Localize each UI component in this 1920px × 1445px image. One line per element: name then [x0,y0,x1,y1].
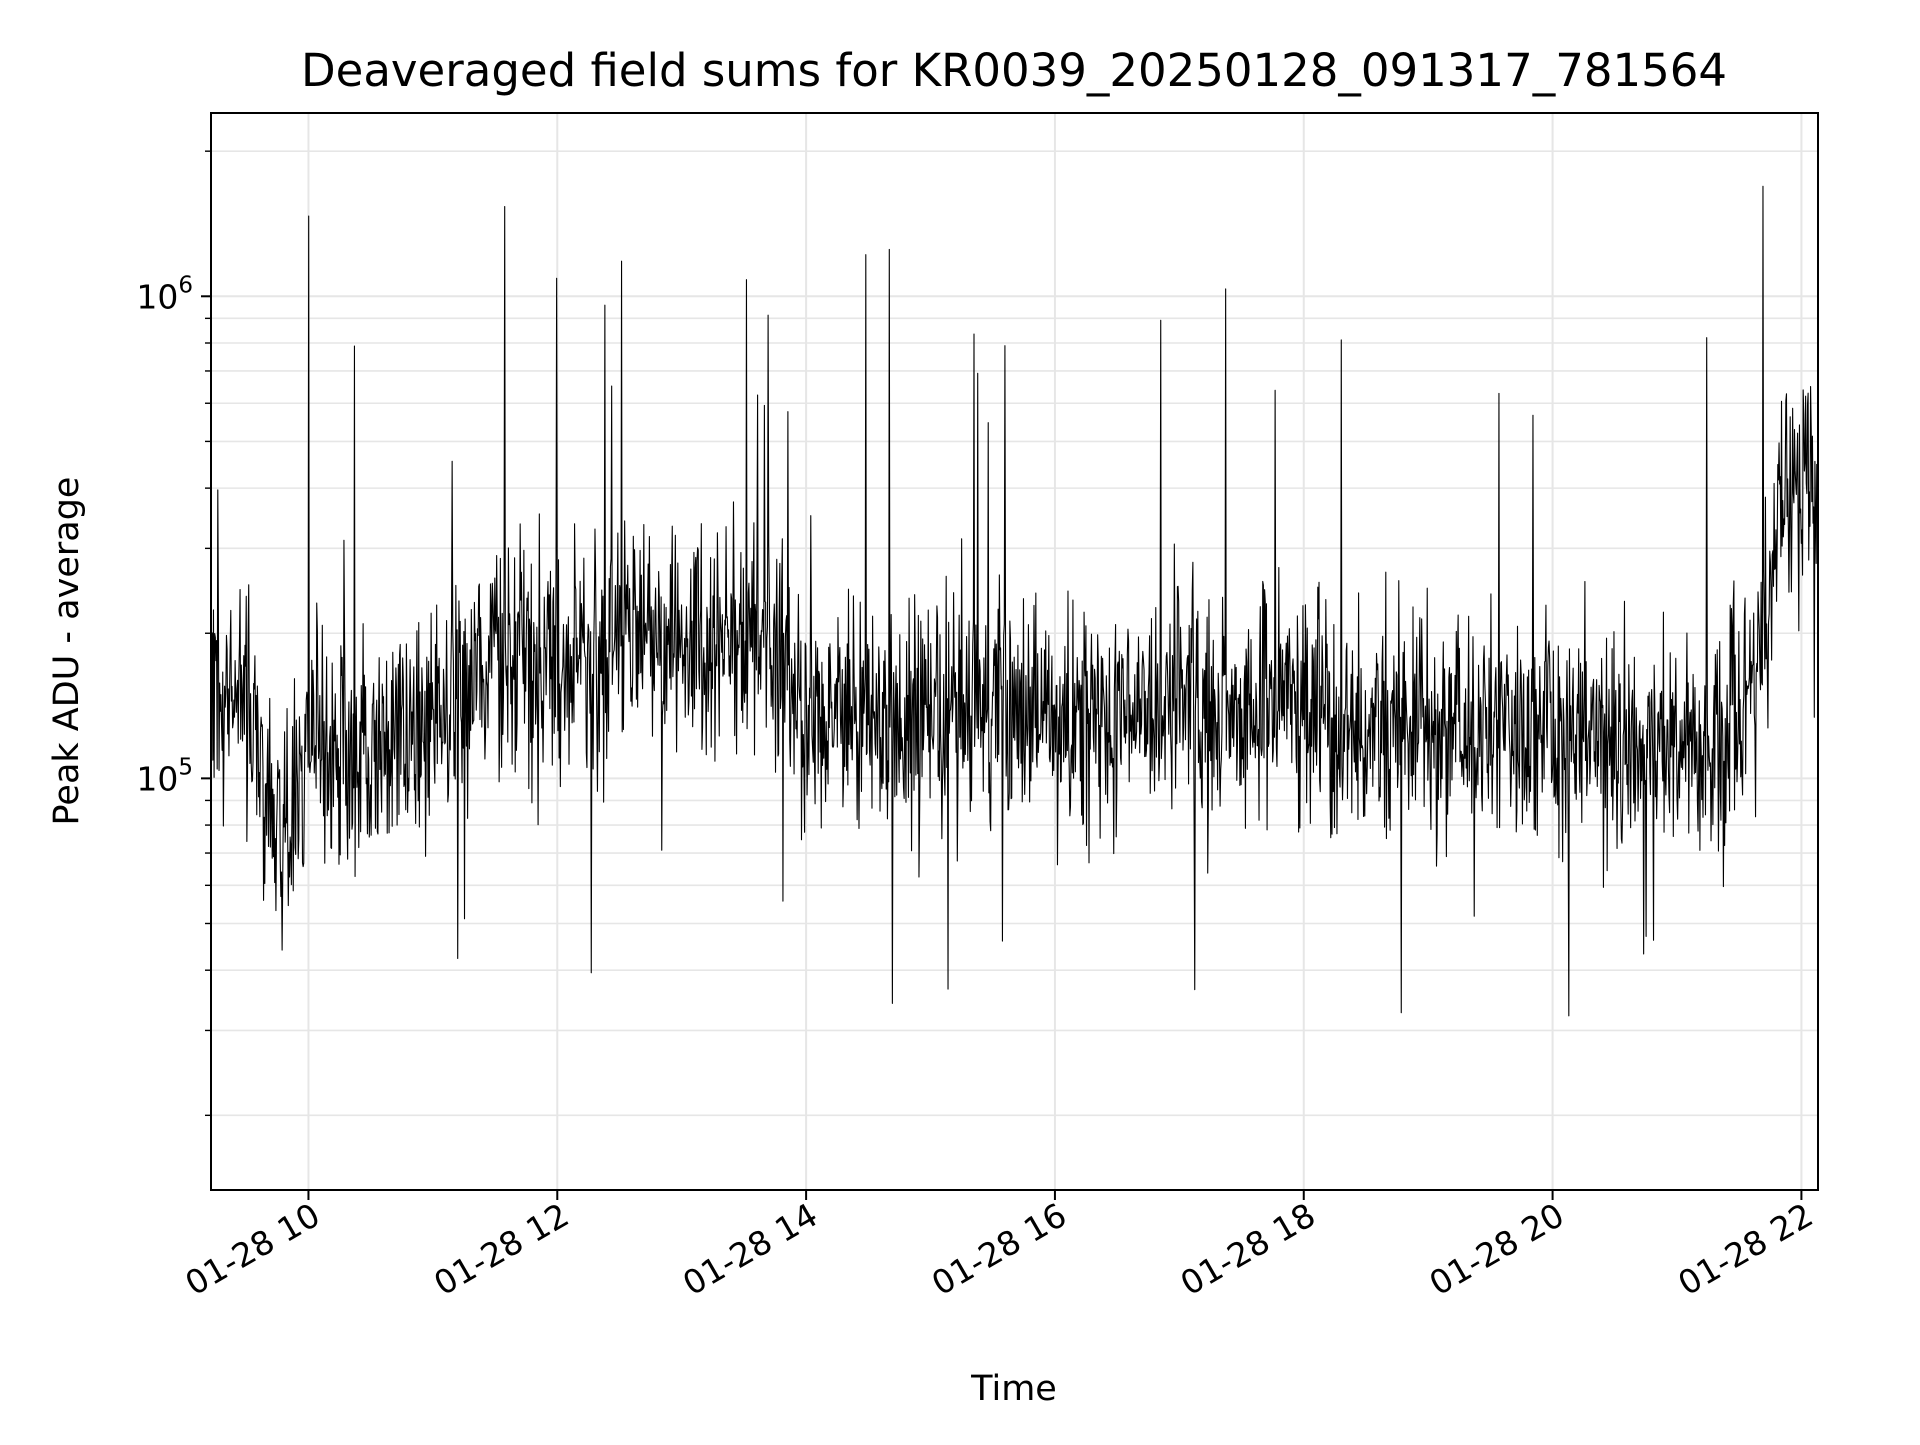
y-tick-label-base: 10 [136,277,178,316]
plot-frame [210,112,1819,1191]
grid [211,113,1818,1190]
series-line [210,185,1819,1017]
x-axis-label: Time [970,1369,1057,1409]
y-tick-label-base: 10 [136,759,178,798]
y-tick-label-exponent: 6 [178,272,193,298]
y-axis-label: Peak ADU - average [47,477,87,826]
series-line-layer [210,185,1819,1017]
chart-title: Deaveraged field sums for KR0039_2025012… [301,44,1727,97]
y-tick-label: 105 [136,754,193,798]
y-tick-label-exponent: 5 [178,754,193,780]
y-tick-label: 106 [136,272,193,316]
